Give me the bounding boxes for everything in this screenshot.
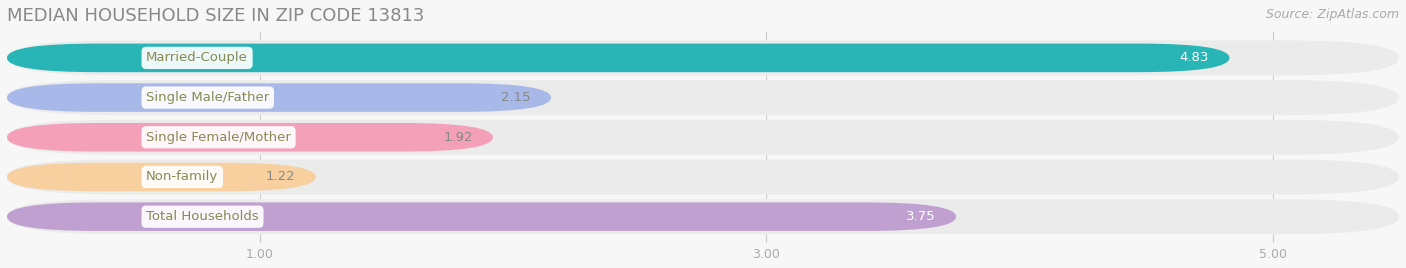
Text: Total Households: Total Households <box>146 210 259 223</box>
Text: 4.83: 4.83 <box>1180 51 1209 64</box>
FancyBboxPatch shape <box>7 44 1229 72</box>
FancyBboxPatch shape <box>7 120 1399 155</box>
Text: Single Female/Mother: Single Female/Mother <box>146 131 291 144</box>
FancyBboxPatch shape <box>7 123 494 152</box>
FancyBboxPatch shape <box>7 159 1399 195</box>
FancyBboxPatch shape <box>7 163 316 191</box>
FancyBboxPatch shape <box>7 202 956 231</box>
Text: 1.92: 1.92 <box>443 131 472 144</box>
FancyBboxPatch shape <box>7 199 1399 234</box>
FancyBboxPatch shape <box>7 40 1399 75</box>
FancyBboxPatch shape <box>7 83 551 112</box>
Text: Married-Couple: Married-Couple <box>146 51 247 64</box>
Text: 1.22: 1.22 <box>266 170 295 184</box>
Text: Source: ZipAtlas.com: Source: ZipAtlas.com <box>1265 8 1399 21</box>
Text: Non-family: Non-family <box>146 170 218 184</box>
Text: MEDIAN HOUSEHOLD SIZE IN ZIP CODE 13813: MEDIAN HOUSEHOLD SIZE IN ZIP CODE 13813 <box>7 7 425 25</box>
Text: 3.75: 3.75 <box>907 210 936 223</box>
Text: Single Male/Father: Single Male/Father <box>146 91 270 104</box>
Text: 2.15: 2.15 <box>502 91 531 104</box>
FancyBboxPatch shape <box>7 80 1399 115</box>
